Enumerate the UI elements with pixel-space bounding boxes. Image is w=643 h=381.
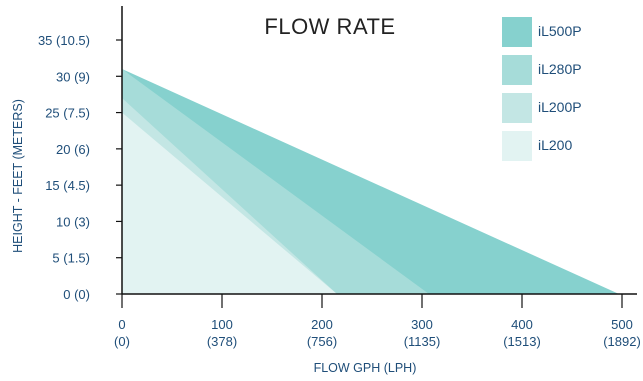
y-tick-label: 5 (1.5) [52,251,90,266]
x-tick-sublabel: (1892) [603,334,641,349]
x-tick-sublabel: (378) [207,334,237,349]
x-tick-sublabel: (1135) [404,334,441,349]
chart-title: FLOW RATE [264,14,395,39]
series-areas [122,69,619,295]
x-tick-sublabel: (0) [114,334,130,349]
y-tick-label: 20 (6) [56,142,90,157]
y-tick-label: 10 (3) [56,214,90,229]
legend-swatch-il200 [502,131,532,161]
x-tick-label: 0 [118,317,125,332]
axes [121,6,637,295]
legend-swatch-il200p [502,93,532,123]
area-il200 [122,112,337,294]
y-tick-label: 35 (10.5) [38,33,90,48]
legend-label-il500p: iL500P [538,23,582,39]
y-axis-ticks: 0 (0) 5 (1.5) 10 (3) 15 (4.5) 20 (6) 25 (7.5)… [38,33,122,302]
legend-swatch-il500p [502,17,532,47]
y-tick-label: 30 (9) [56,69,90,84]
x-tick-label: 100 [211,317,233,332]
legend-swatch-il280p [502,55,532,85]
x-tick-sublabel: (756) [307,334,337,349]
x-tick-label: 400 [511,317,533,332]
y-tick-label: 15 (4.5) [45,178,90,193]
legend-label-il280p: iL280P [538,61,582,77]
y-tick-label: 25 (7.5) [45,106,90,121]
x-tick-label: 300 [411,317,433,332]
legend-label-il200: iL200 [538,137,572,153]
legend: iL500P iL280P iL200P iL200 [502,17,582,161]
x-tick-label: 500 [611,317,633,332]
legend-label-il200p: iL200P [538,99,582,115]
x-tick-sublabel: (1513) [503,334,541,349]
x-axis-label: FLOW GPH (LPH) [314,361,417,375]
x-axis-ticks: 0 (0) 100 (378) 200 (756) 300 (1135) 400 (1513) 50… [114,294,641,349]
y-axis-label: HEIGHT - FEET (METERS) [11,99,25,253]
y-tick-label: 0 (0) [63,287,90,302]
x-tick-label: 200 [311,317,333,332]
